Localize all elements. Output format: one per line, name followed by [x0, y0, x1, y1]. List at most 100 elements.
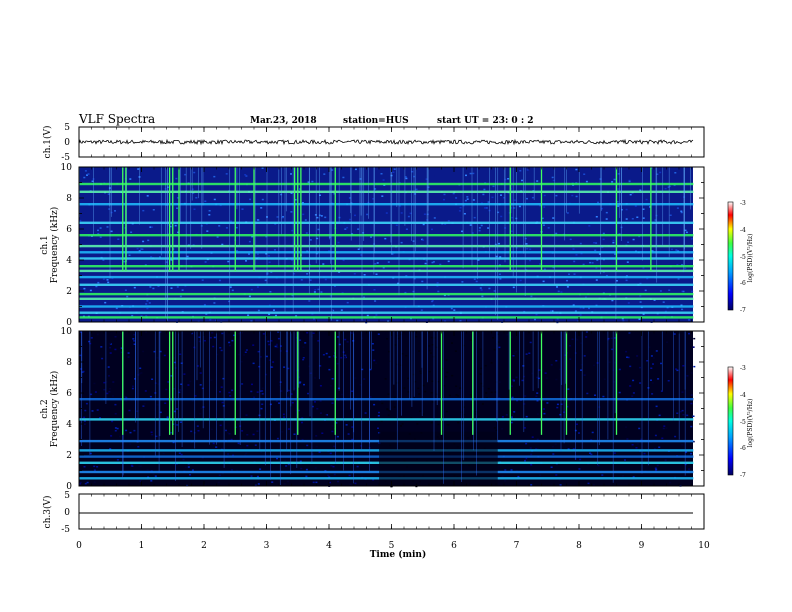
spectrogram-speckle: [590, 453, 593, 455]
spectrogram-speckle: [568, 273, 570, 275]
spectrogram-speckle: [179, 389, 182, 391]
spectrogram-speckle: [336, 336, 339, 338]
spectrogram-speckle: [152, 473, 155, 475]
spectrogram-speckle: [140, 372, 143, 374]
spectrogram-speckle: [152, 209, 155, 211]
spectrogram-speckle: [351, 390, 354, 392]
spectrogram-speckle: [624, 459, 626, 461]
spectrogram-speckle: [149, 286, 152, 288]
spectrogram-speckle: [461, 230, 463, 233]
spectrogram-speckle: [490, 362, 493, 364]
spectrogram-speckle: [331, 430, 334, 433]
spectrogram-speckle: [519, 170, 522, 172]
spectrogram-speckle: [386, 338, 389, 340]
ch2-spectrogram-panel: 10 8 6 4 2 0 ch.2 Frequency (kHz): [40, 327, 705, 492]
spectrogram-speckle: [599, 230, 601, 232]
spectrogram-speckle: [388, 409, 391, 412]
spectrogram-speckle: [250, 320, 253, 322]
spectrogram-speckle: [211, 332, 214, 334]
spectrogram-speckle: [157, 383, 160, 385]
spectrogram-speckle: [272, 361, 275, 363]
spectrogram-speckle: [208, 210, 211, 212]
spectrogram-speckle: [451, 374, 454, 377]
spectrogram-speckle: [230, 438, 233, 441]
spectrogram-speckle: [332, 309, 335, 312]
spectrogram-speckle: [583, 374, 586, 376]
spectrogram-speckle: [261, 393, 264, 395]
spectrogram-speckle: [341, 313, 344, 316]
spectrogram-speckle: [261, 403, 264, 405]
spectrogram-speckle: [363, 296, 365, 298]
spectrogram-speckle: [369, 396, 372, 398]
spectrogram-speckle: [550, 310, 552, 312]
spectrogram-speckle: [91, 287, 94, 289]
spectrogram-speckle: [482, 193, 485, 196]
spectrogram-speckle: [146, 300, 149, 302]
spectrogram-speckle: [682, 307, 685, 310]
spectrogram-speckle: [554, 443, 557, 445]
spectrogram-speckle: [500, 215, 503, 218]
spectrogram-speckle: [552, 453, 555, 455]
spectrogram-speckle: [688, 319, 691, 321]
spectrogram-speckle: [194, 395, 197, 397]
spectrogram-speckle: [463, 217, 466, 219]
spectral-band: [79, 311, 694, 314]
spectrogram-speckle: [381, 195, 384, 197]
spectrogram-speckle: [479, 348, 482, 350]
spectrogram-speckle: [305, 468, 308, 471]
spectrogram-speckle: [109, 448, 112, 450]
spectrogram-speckle: [203, 340, 206, 342]
spectrogram-speckle: [387, 414, 390, 416]
spectrogram-speckle: [480, 289, 483, 291]
spectrogram-speckle: [430, 336, 433, 339]
spectrogram-speckle: [109, 343, 112, 345]
spectrogram-speckle: [109, 352, 112, 354]
spectrogram-speckle: [617, 188, 620, 190]
spectral-band: [79, 190, 694, 193]
spectrogram-speckle: [127, 356, 130, 358]
cb1-tick-4: -7: [740, 307, 746, 314]
spectrogram-speckle: [652, 363, 654, 365]
spectrogram-speckle: [79, 354, 82, 357]
spectrogram-speckle: [90, 302, 93, 304]
spectrogram-speckle: [256, 253, 259, 256]
spectrogram-speckle: [636, 216, 639, 218]
spectrogram-speckle: [187, 466, 190, 468]
spectrogram-speckle: [669, 481, 672, 484]
spectrogram-speckle: [623, 299, 625, 302]
spectrogram-speckle: [632, 392, 635, 394]
spectrogram-speckle: [535, 395, 538, 397]
spectrogram-speckle: [459, 206, 462, 209]
spectrogram-speckle: [333, 355, 336, 357]
spectrogram-speckle: [543, 268, 546, 270]
spectrogram-speckle: [108, 388, 111, 390]
spectrogram-speckle: [627, 356, 630, 359]
spectrogram-speckle: [675, 368, 678, 370]
spectrogram-speckle: [509, 278, 512, 280]
spectrogram-speckle: [348, 474, 351, 477]
spectrogram-speckle: [199, 241, 201, 243]
spectrogram-speckle: [328, 250, 331, 252]
spectrogram-speckle: [309, 279, 312, 281]
spectrogram-speckle: [227, 260, 230, 263]
spectrogram-speckle: [431, 261, 434, 264]
spectrogram-speckle: [274, 249, 276, 251]
spectrogram-speckle: [275, 314, 277, 317]
spectrogram-speckle: [303, 383, 305, 386]
spectrogram-speckle: [154, 382, 157, 384]
spectrogram-speckle: [435, 346, 438, 349]
spectrogram-speckle: [453, 309, 456, 311]
spectrogram-speckle: [278, 402, 281, 404]
time-tick-label: 6: [451, 541, 457, 551]
spectrogram-speckle: [682, 290, 685, 293]
spectrogram-speckle: [443, 198, 445, 201]
spectrogram-speckle: [441, 430, 444, 433]
time-tick-label: 9: [639, 541, 645, 551]
spectrogram-speckle: [493, 290, 496, 292]
spectrogram-speckle: [231, 389, 234, 392]
spectrogram-speckle: [523, 427, 526, 429]
spectrogram-speckle: [404, 176, 407, 178]
spectrogram-speckle: [681, 264, 683, 266]
spectrogram-speckle: [480, 382, 483, 385]
spectrogram-speckle: [428, 345, 431, 347]
